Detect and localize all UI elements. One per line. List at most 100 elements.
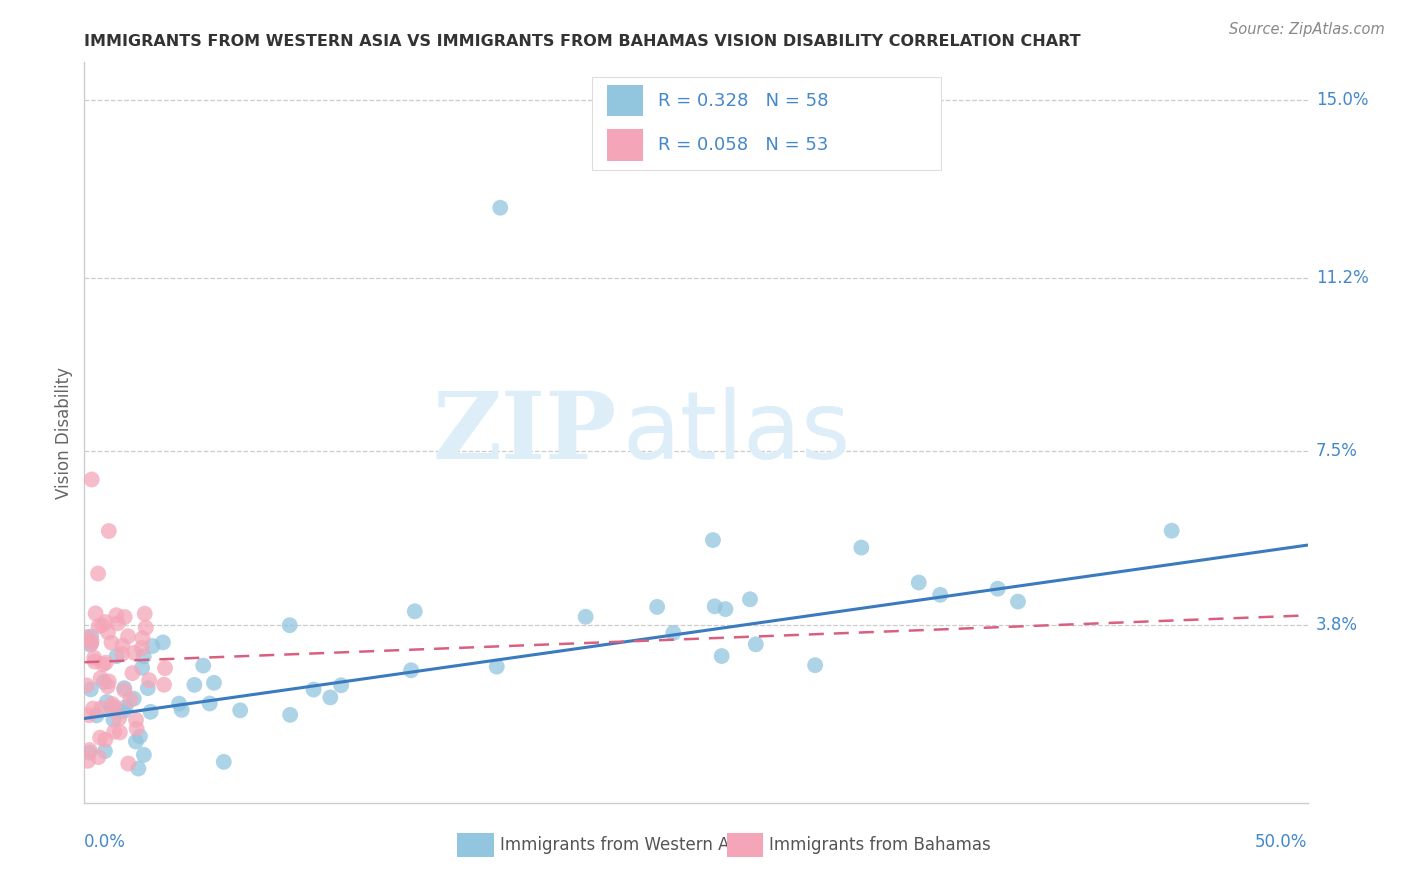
Point [89,731,111,745]
Point [80,473,103,487]
Point [183,678,205,692]
Point [134,607,156,621]
Point [90,701,112,715]
Text: 3.8%: 3.8% [1316,615,1358,633]
Point [112,704,135,718]
Point [76,630,98,644]
Point [82,701,104,715]
Point [97,674,120,689]
Text: Immigrants from Bahamas: Immigrants from Bahamas [769,836,991,854]
Point [94,732,117,747]
Text: atlas: atlas [623,386,851,479]
Point [167,697,190,711]
Text: IMMIGRANTS FROM WESTERN ASIA VS IMMIGRANTS FROM BAHAMAS VISION DISABILITY CORREL: IMMIGRANTS FROM WESTERN ASIA VS IMMIGRAN… [84,34,1081,49]
Point [745,637,768,651]
Point [135,621,157,635]
Point [77,708,100,723]
Text: 11.2%: 11.2% [1316,269,1368,287]
Point [91,618,114,632]
Text: 0.0%: 0.0% [84,833,127,851]
FancyBboxPatch shape [592,78,941,169]
Point [278,707,301,722]
Point [804,658,827,673]
Point [662,626,685,640]
Point [399,663,422,677]
Point [1160,524,1182,538]
Point [229,703,252,717]
Point [202,675,225,690]
Point [83,650,105,665]
Point [738,592,761,607]
Text: Immigrants from Western Asia: Immigrants from Western Asia [501,836,754,854]
Point [330,678,353,692]
Point [103,699,125,714]
Point [152,635,174,649]
Point [87,619,110,633]
Point [77,754,100,768]
Point [1007,594,1029,608]
Point [76,678,98,692]
Point [121,666,143,681]
Point [77,746,100,760]
Point [131,640,153,655]
Point [703,599,725,614]
Point [212,755,235,769]
Point [87,566,110,581]
Point [79,743,101,757]
Bar [606,129,644,161]
Point [97,524,120,538]
Point [136,681,159,695]
Bar [727,833,763,857]
Point [107,616,129,631]
Point [91,657,114,672]
Point [198,697,221,711]
Point [702,533,724,547]
Point [94,656,117,670]
Point [485,659,508,673]
Point [108,725,131,739]
Y-axis label: Vision Disability: Vision Disability [55,367,73,499]
Point [117,756,139,771]
Point [112,683,135,698]
Point [80,637,103,651]
Point [132,649,155,664]
Text: 7.5%: 7.5% [1316,442,1358,460]
Point [80,682,103,697]
Point [122,691,145,706]
Point [710,648,733,663]
Point [193,658,215,673]
Point [141,639,163,653]
Point [87,750,110,764]
Point [132,747,155,762]
Text: 50.0%: 50.0% [1256,833,1308,851]
Point [96,695,118,709]
Point [101,697,124,711]
Point [122,646,145,660]
Point [86,708,108,723]
Bar [606,85,644,116]
Point [111,639,134,653]
Point [153,661,176,675]
Point [120,693,142,707]
Point [575,609,598,624]
Point [84,607,107,621]
Point [100,636,122,650]
Bar [457,833,494,857]
Point [100,702,122,716]
Point [117,629,139,643]
Point [907,575,929,590]
Point [131,661,153,675]
Point [94,744,117,758]
Point [319,690,342,705]
Point [111,647,134,661]
Point [138,673,160,688]
Text: R = 0.058   N = 53: R = 0.058 N = 53 [658,136,828,154]
Point [302,682,325,697]
Point [105,608,128,623]
Point [714,602,737,616]
Point [97,625,120,640]
Point [170,703,193,717]
Point [93,674,115,689]
Point [83,655,105,669]
Point [108,711,131,725]
